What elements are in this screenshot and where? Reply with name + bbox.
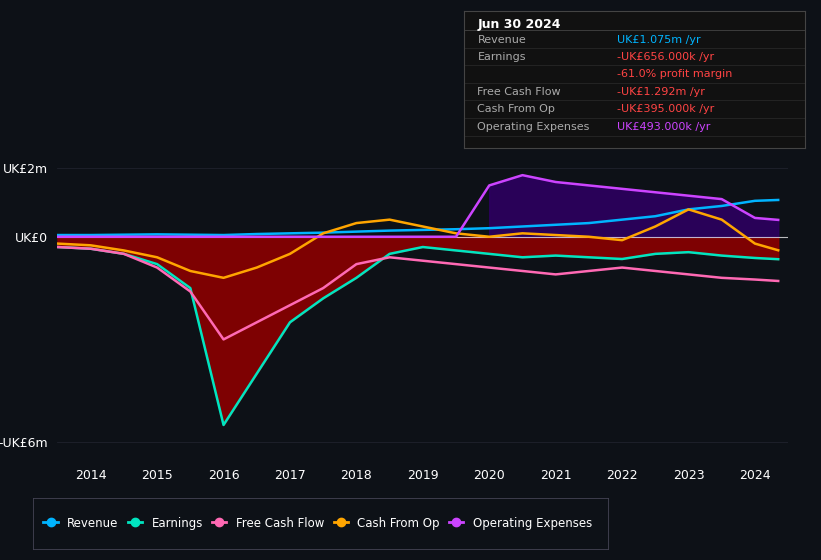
Text: -UK£395.000k /yr: -UK£395.000k /yr (617, 105, 714, 114)
Text: Operating Expenses: Operating Expenses (478, 122, 589, 132)
Text: UK£1.075m /yr: UK£1.075m /yr (617, 35, 701, 45)
Text: UK£493.000k /yr: UK£493.000k /yr (617, 122, 710, 132)
Text: Free Cash Flow: Free Cash Flow (478, 87, 561, 97)
Legend: Revenue, Earnings, Free Cash Flow, Cash From Op, Operating Expenses: Revenue, Earnings, Free Cash Flow, Cash … (39, 512, 597, 535)
Text: -UK£656.000k /yr: -UK£656.000k /yr (617, 53, 714, 62)
Text: Earnings: Earnings (478, 53, 526, 62)
Text: Cash From Op: Cash From Op (478, 105, 555, 114)
Text: Revenue: Revenue (478, 35, 526, 45)
Text: -UK£1.292m /yr: -UK£1.292m /yr (617, 87, 705, 97)
Text: Jun 30 2024: Jun 30 2024 (478, 18, 561, 31)
Text: -61.0% profit margin: -61.0% profit margin (617, 69, 732, 79)
